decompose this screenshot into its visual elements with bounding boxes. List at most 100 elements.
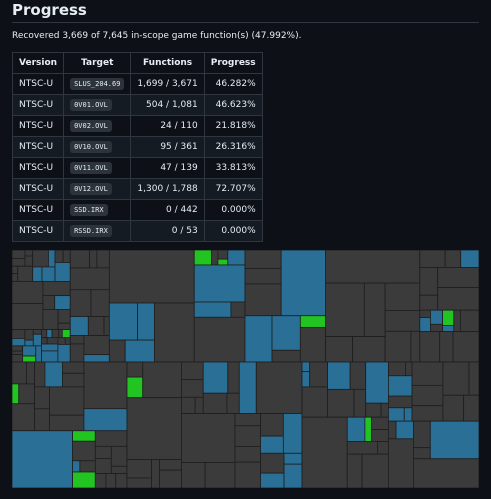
treemap-cell <box>327 388 355 418</box>
treemap-cell <box>346 441 379 455</box>
treemap-cell <box>126 361 144 378</box>
treemap-cell <box>181 396 196 414</box>
treemap-cell <box>346 453 363 488</box>
treemap-cell <box>12 250 26 259</box>
treemap-cell <box>69 316 89 336</box>
treemap-cell <box>126 376 144 399</box>
treemap-cell <box>430 323 444 333</box>
treemap-cell <box>260 413 284 437</box>
treemap-cell <box>299 326 327 363</box>
treemap-cell <box>193 301 232 318</box>
treemap-cell <box>459 309 479 333</box>
treemap-cell <box>410 330 421 363</box>
treemap-cell <box>301 361 311 373</box>
treemap-cell <box>79 460 96 473</box>
treemap-cell <box>49 386 85 416</box>
treemap-cell <box>460 250 479 268</box>
table-cell: NTSC-U <box>11 73 65 95</box>
treemap-cell <box>299 315 327 328</box>
treemap-cell <box>72 460 81 473</box>
treemap-cell <box>12 303 44 330</box>
treemap-cell <box>442 361 470 396</box>
treemap-cell <box>387 395 413 409</box>
treemap-cell <box>72 440 96 462</box>
treemap-cell <box>419 317 431 333</box>
treemap-cell <box>58 329 63 339</box>
treemap-cell <box>159 469 182 488</box>
treemap-cell <box>309 361 328 388</box>
table-cell: SLUS_204.69 <box>63 73 132 95</box>
treemap-cell <box>377 441 389 455</box>
table-cell: 0.000% <box>203 199 263 221</box>
table-cell: 1,300 / 1,788 <box>130 178 205 200</box>
treemap-cell <box>24 339 34 347</box>
table-cell: 0V01.OVL <box>63 94 132 116</box>
treemap-cell <box>34 386 50 410</box>
treemap-cell <box>419 309 431 318</box>
treemap-cell <box>83 408 128 432</box>
treemap-cell <box>255 361 303 414</box>
treemap-cell <box>202 392 228 414</box>
treemap-cell <box>181 413 236 463</box>
table-cell: 0.000% <box>203 220 263 242</box>
treemap-cell <box>361 453 389 488</box>
table-cell: 0V12.OVL <box>63 178 132 200</box>
treemap-cell <box>69 335 85 345</box>
treemap-cell <box>34 361 46 388</box>
treemap <box>12 250 479 488</box>
target-badge: SSD.IRX <box>70 204 108 216</box>
table-cell: 21.818% <box>203 115 263 137</box>
header-row: Version Target Functions Progress <box>11 52 263 74</box>
treemap-cell <box>371 429 389 442</box>
treemap-cell <box>54 250 64 263</box>
treemap-cell <box>202 361 229 394</box>
treemap-cell <box>244 250 282 269</box>
treemap-cell <box>365 361 389 404</box>
treemap-cell <box>62 372 85 388</box>
treemap-cell <box>22 345 37 357</box>
treemap-cell <box>301 371 311 388</box>
table-row: NTSC-U 0V01.OVL 504 / 1,081 46.623% <box>11 94 263 116</box>
treemap-cell <box>83 354 110 363</box>
treemap-cell <box>126 459 152 479</box>
column-header: Progress <box>203 52 263 74</box>
table-cell: 47 / 139 <box>130 157 205 179</box>
treemap-cell <box>12 354 24 363</box>
table-row: NTSC-U SSD.IRX 0 / 442 0.000% <box>11 199 263 221</box>
treemap-cell <box>437 287 479 311</box>
treemap-cell <box>110 465 128 474</box>
treemap-cell <box>352 336 386 363</box>
treemap-cell <box>413 447 431 460</box>
treemap-cell <box>57 337 66 345</box>
title: Progress <box>12 1 87 19</box>
table-row: NTSC-U 0V11.OVL 47 / 139 33.813% <box>11 157 263 179</box>
treemap-cell <box>94 458 112 474</box>
table-row: NTSC-U 0V10.OVL 95 / 361 26.316% <box>11 136 263 158</box>
treemap-cell <box>41 350 59 363</box>
treemap-cell <box>12 383 20 405</box>
treemap-cell <box>48 250 56 268</box>
treemap-cell <box>22 355 37 363</box>
treemap-cell <box>234 446 261 463</box>
treemap-cell <box>244 315 273 363</box>
treemap-cell <box>103 316 110 336</box>
treemap-cell <box>204 462 236 488</box>
treemap-cell <box>387 361 406 377</box>
table-cell: 46.282% <box>203 73 263 95</box>
treemap-cell <box>41 337 48 345</box>
table-cell: NTSC-U <box>11 136 65 158</box>
treemap-cell <box>325 336 354 363</box>
table-row: NTSC-U RSSD.IRX 0 / 53 0.000% <box>11 220 263 242</box>
table-cell: 24 / 110 <box>130 115 205 137</box>
treemap-cell <box>468 361 479 396</box>
treemap-cell <box>108 339 126 363</box>
treemap-cell <box>72 471 96 488</box>
treemap-cell <box>325 282 365 337</box>
treemap-cell <box>384 282 421 311</box>
target-badge: 0V11.OVL <box>70 162 112 174</box>
table-row: NTSC-U 0V02.OVL 24 / 110 21.818% <box>11 115 263 137</box>
treemap-cell <box>62 361 85 374</box>
treemap-cell <box>24 329 34 341</box>
table-cell: NTSC-U <box>11 199 65 221</box>
